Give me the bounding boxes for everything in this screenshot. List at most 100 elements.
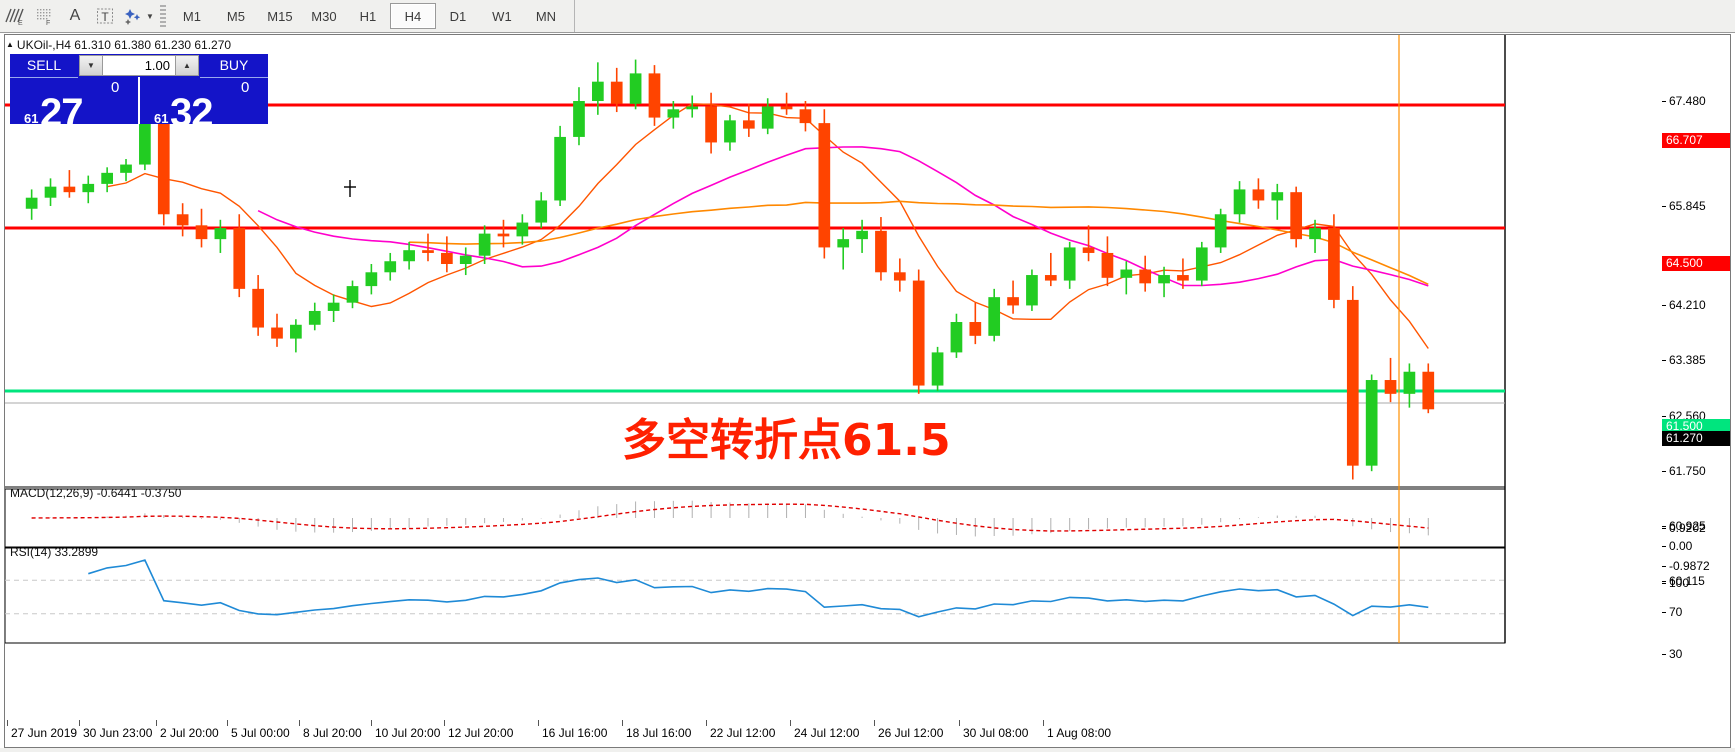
- candle-52: [1007, 280, 1019, 314]
- volume-increment-icon[interactable]: ▲: [175, 55, 199, 76]
- grid-template-icon[interactable]: F: [30, 1, 60, 31]
- price-chart-canvas[interactable]: [5, 35, 1730, 747]
- timeframe-m30[interactable]: M30: [311, 8, 337, 24]
- crosshair-marker: [344, 180, 356, 197]
- timeframe-mn[interactable]: MN: [535, 8, 557, 24]
- candle-51: [988, 288, 1001, 342]
- sell-price-sup: 0: [111, 79, 120, 96]
- time-tick-8: 18 Jul 16:00: [621, 720, 692, 740]
- candle-58: [1120, 261, 1133, 295]
- svg-text:E: E: [18, 20, 23, 26]
- sell-price-display[interactable]: 61 27 0: [10, 77, 140, 135]
- candle-41: [799, 101, 812, 132]
- timeframe-d1[interactable]: D1: [449, 8, 467, 24]
- price-scale[interactable]: 67.48065.84565.02064.21063.38562.56061.7…: [1662, 35, 1730, 747]
- time-tick-4: 8 Jul 20:00: [299, 720, 362, 740]
- one-click-price-row: 61 27 0 61 32 0: [10, 77, 268, 135]
- volume-input[interactable]: 1.00: [103, 55, 175, 76]
- candle-14: [290, 319, 302, 353]
- candle-68: [1309, 219, 1321, 253]
- candle-67: [1290, 186, 1303, 248]
- timeframe-w1[interactable]: W1: [492, 8, 512, 24]
- candle-16: [327, 294, 340, 323]
- price-label-64-500[interactable]: 64.500: [1662, 256, 1730, 271]
- one-click-top-row: SELL ▼ 1.00 ▲ BUY: [10, 54, 268, 78]
- time-tick-2: 2 Jul 20:00: [156, 720, 219, 740]
- candle-30: [591, 62, 604, 115]
- candle-69: [1328, 214, 1340, 309]
- candle-23: [459, 247, 472, 276]
- volume-decrement-icon[interactable]: ▼: [79, 55, 103, 76]
- candle-65: [1252, 178, 1265, 209]
- price-label-61-270[interactable]: 61.270: [1662, 431, 1730, 446]
- buy-price-big: 32: [170, 91, 213, 135]
- candle-48: [931, 346, 944, 392]
- candle-61: [1177, 258, 1189, 289]
- candle-5: [120, 159, 132, 182]
- timeframe-m1[interactable]: M1: [182, 8, 201, 24]
- text-tool-icon[interactable]: A: [69, 7, 81, 24]
- chart-window[interactable]: [4, 34, 1731, 748]
- collapse-triangle-icon[interactable]: ▲: [6, 40, 14, 49]
- candle-42: [818, 109, 831, 259]
- candle-11: [233, 214, 246, 298]
- timeframe-m15[interactable]: M15: [267, 8, 293, 24]
- candle-43: [837, 228, 850, 270]
- candle-4: [101, 167, 113, 193]
- time-axis[interactable]: 27 Jun 2019 30 Jun 23:00 2 Jul 20:00 5 Jul …: [5, 720, 1665, 748]
- rsi-scale-0: 100: [1662, 576, 1730, 590]
- candle-21: [422, 233, 434, 262]
- rsi-indicator-label[interactable]: RSI(14) 33.2899: [10, 545, 99, 559]
- one-click-trading-panel[interactable]: SELL ▼ 1.00 ▲ BUY 61 27 0 61 32 0: [10, 54, 268, 135]
- candle-34: [667, 101, 680, 129]
- candle-18: [365, 264, 378, 295]
- objects-icon[interactable]: [120, 1, 150, 31]
- candle-17: [346, 280, 359, 309]
- candle-53: [1026, 269, 1038, 311]
- candle-39: [761, 98, 774, 135]
- candle-31: [610, 67, 623, 113]
- chevron-down-icon[interactable]: ▼: [146, 11, 154, 21]
- time-tick-10: 24 Jul 12:00: [789, 720, 860, 740]
- candle-7: [157, 106, 170, 226]
- candle-28: [554, 125, 566, 206]
- buy-button[interactable]: BUY: [200, 54, 268, 78]
- price-label-61-500[interactable]: 61.500: [1662, 419, 1730, 434]
- candle-0: [25, 189, 38, 220]
- price-tick-60-115: 60.115: [1662, 574, 1730, 588]
- text-label-icon[interactable]: T: [90, 1, 120, 31]
- candle-45: [875, 217, 887, 281]
- timeframe-m5[interactable]: M5: [226, 8, 245, 24]
- candle-55: [1063, 241, 1076, 289]
- indicators-icon[interactable]: E: [0, 1, 30, 31]
- price-label-66-707[interactable]: 66.707: [1662, 133, 1730, 148]
- toolbar-separator: [159, 5, 166, 27]
- candle-10: [214, 219, 227, 253]
- timeframe-h4[interactable]: H4: [389, 3, 436, 29]
- price-tick-65-845: 65.845: [1662, 199, 1730, 213]
- symbol-ohlc-text: UKOil-,H4 61.310 61.380 61.230 61.270: [16, 38, 232, 52]
- candle-1: [44, 178, 57, 206]
- time-tick-5: 10 Jul 20:00: [370, 720, 441, 740]
- timeframe-h1[interactable]: H1: [359, 8, 377, 24]
- candle-33: [648, 65, 661, 126]
- chart-annotation-text[interactable]: 多空转折点61.5: [622, 415, 951, 466]
- svg-text:T: T: [101, 10, 109, 24]
- time-tick-12: 30 Jul 08:00: [958, 720, 1029, 740]
- candle-40: [780, 92, 793, 115]
- price-tick-63-385: 63.385: [1662, 353, 1730, 367]
- buy-price-sup: 0: [241, 79, 250, 96]
- candle-15: [308, 302, 321, 331]
- toolbar-end-divider: [573, 0, 575, 32]
- time-tick-3: 5 Jul 00:00: [227, 720, 290, 740]
- buy-price-display[interactable]: 61 32 0: [140, 77, 268, 135]
- price-tick-60-925: 60.925: [1662, 519, 1730, 533]
- sell-button[interactable]: SELL: [10, 54, 78, 78]
- buy-price-whole: 61: [154, 111, 169, 126]
- candle-37: [724, 114, 736, 151]
- macd-indicator-label[interactable]: MACD(12,26,9) -0.6441 -0.3750: [10, 486, 182, 500]
- rsi-scale-1: 70: [1662, 605, 1730, 619]
- volume-stepper[interactable]: ▼ 1.00 ▲: [79, 55, 199, 76]
- time-tick-1: 30 Jun 23:00: [78, 720, 153, 740]
- candle-50: [969, 302, 982, 345]
